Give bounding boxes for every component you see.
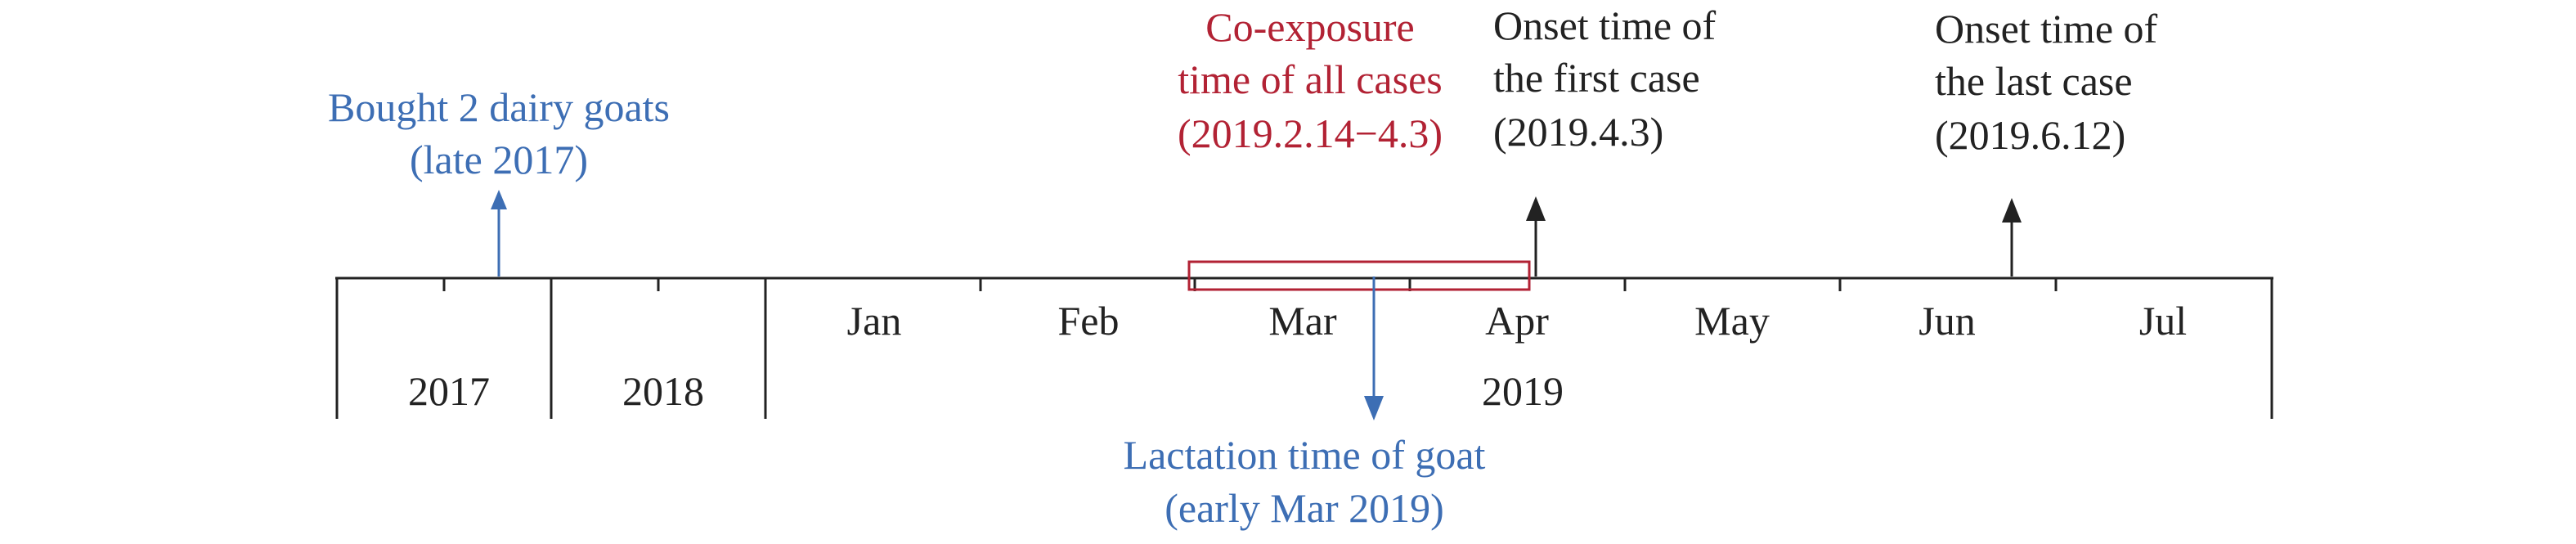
bought-goats-arrowhead-icon bbox=[491, 190, 507, 209]
month-label-mar: Mar bbox=[1268, 298, 1337, 344]
co-exposure-label-line1: Co-exposure bbox=[1205, 4, 1415, 50]
timeline-axis bbox=[335, 276, 2273, 419]
event-co-exposure: Co-exposure time of all cases (2019.2.14… bbox=[1178, 4, 1531, 291]
lactation-arrowhead-icon bbox=[1364, 396, 1384, 420]
event-lactation: Lactation time of goat (early Mar 2019) bbox=[1124, 276, 1486, 531]
lactation-label-line1: Lactation time of goat bbox=[1124, 432, 1486, 478]
month-label-jul: Jul bbox=[2139, 298, 2187, 344]
year-label-2018: 2018 bbox=[622, 368, 704, 414]
event-last-onset: Onset time of the last case (2019.6.12) bbox=[1935, 6, 2158, 276]
co-exposure-label-line3: (2019.2.14−4.3) bbox=[1178, 110, 1443, 156]
year-labels: 2017 2018 2019 bbox=[408, 368, 1564, 414]
month-label-jun: Jun bbox=[1919, 298, 1975, 344]
bought-goats-label-line1: Bought 2 dairy goats bbox=[328, 84, 670, 130]
first-onset-label-line3: (2019.4.3) bbox=[1493, 109, 1663, 155]
month-label-feb: Feb bbox=[1058, 298, 1120, 344]
event-bought-goats: Bought 2 dairy goats (late 2017) bbox=[328, 84, 670, 276]
first-onset-label-line1: Onset time of bbox=[1493, 2, 1717, 48]
last-onset-label-line3: (2019.6.12) bbox=[1935, 112, 2125, 158]
last-onset-arrowhead-icon bbox=[2002, 198, 2022, 223]
co-exposure-label-line2: time of all cases bbox=[1178, 56, 1443, 102]
month-label-apr: Apr bbox=[1485, 298, 1549, 344]
last-onset-label-line2: the last case bbox=[1935, 58, 2133, 104]
month-labels: Jan Feb Mar Apr May Jun Jul bbox=[847, 298, 2188, 344]
event-first-onset: Onset time of the first case (2019.4.3) bbox=[1493, 2, 1717, 276]
lactation-label-line2: (early Mar 2019) bbox=[1165, 485, 1444, 531]
bought-goats-label-line2: (late 2017) bbox=[410, 137, 588, 182]
first-onset-arrowhead-icon bbox=[1526, 196, 1546, 221]
first-onset-label-line2: the first case bbox=[1493, 55, 1700, 101]
year-label-2019: 2019 bbox=[1482, 368, 1564, 414]
last-onset-label-line1: Onset time of bbox=[1935, 6, 2158, 52]
month-label-may: May bbox=[1694, 298, 1770, 344]
co-exposure-period-box bbox=[1187, 260, 1531, 291]
year-label-2017: 2017 bbox=[408, 368, 490, 414]
month-label-jan: Jan bbox=[847, 298, 902, 344]
